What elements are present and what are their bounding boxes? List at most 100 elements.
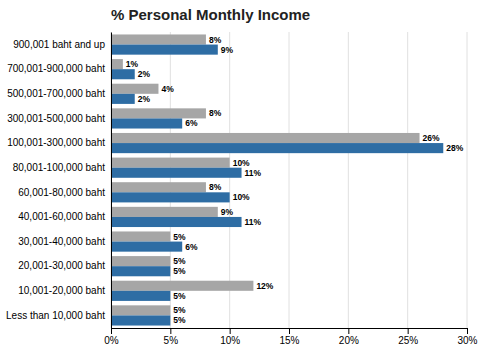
x-tick-label: 15% bbox=[279, 335, 299, 346]
bar bbox=[111, 133, 420, 143]
bar bbox=[111, 59, 123, 69]
y-tick-label: 30,001-40,000 baht bbox=[18, 236, 105, 247]
y-tick-label: 60,001-80,000 baht bbox=[18, 187, 105, 198]
y-tick: 300,001-500,000 baht bbox=[7, 113, 111, 124]
data-label: 10% bbox=[233, 192, 250, 202]
data-label: 5% bbox=[173, 305, 186, 315]
bar bbox=[111, 305, 170, 315]
bar bbox=[111, 256, 170, 266]
x-tick-label: 30% bbox=[457, 335, 477, 346]
x-tick-label: 5% bbox=[164, 335, 179, 346]
y-axis: Less than 10,000 baht 10,001-20,000 baht 2… bbox=[6, 33, 111, 329]
bar bbox=[111, 143, 443, 153]
y-tick-label: 10,001-20,000 baht bbox=[18, 285, 105, 296]
data-label: 28% bbox=[446, 143, 463, 153]
x-tick-mark bbox=[111, 328, 112, 334]
bar bbox=[111, 231, 170, 241]
bar bbox=[111, 108, 206, 118]
bar bbox=[111, 45, 218, 55]
data-label: 4% bbox=[161, 84, 174, 94]
x-tick: 0% bbox=[104, 328, 119, 346]
grid-line bbox=[348, 32, 349, 328]
data-label: 5% bbox=[173, 256, 186, 266]
x-tick: 25% bbox=[398, 328, 418, 346]
bar bbox=[111, 118, 182, 128]
plot: 5%12%5%5%9%8%10%26%8%4%1%8%5%5%5%6%11%10… bbox=[6, 32, 478, 346]
y-tick-label: 900,001 baht and up bbox=[13, 39, 105, 50]
y-tick: Less than 10,000 baht bbox=[6, 310, 111, 321]
y-tick-label: 100,001-300,000 baht bbox=[7, 137, 105, 148]
data-label: 5% bbox=[173, 232, 186, 242]
y-tick: 80,001-100,000 baht bbox=[13, 162, 111, 173]
y-tick-label: 80,001-100,000 baht bbox=[13, 162, 106, 173]
data-label: 5% bbox=[173, 266, 186, 276]
y-axis-line bbox=[111, 33, 112, 329]
y-tick-label: 40,001-60,000 baht bbox=[18, 211, 105, 222]
grid-line bbox=[289, 32, 290, 328]
y-tick: 60,001-80,000 baht bbox=[18, 187, 111, 198]
y-tick: 500,001-700,000 baht bbox=[7, 88, 111, 99]
x-axis-line bbox=[112, 329, 468, 335]
y-tick: 40,001-60,000 baht bbox=[18, 211, 111, 222]
chart: % Personal Monthly Income5%12%5%5%9%8%10… bbox=[0, 0, 497, 352]
bar bbox=[111, 69, 135, 79]
x-tick-label: 25% bbox=[398, 335, 418, 346]
bars bbox=[111, 34, 443, 325]
y-tick-label: 300,001-500,000 baht bbox=[7, 113, 105, 124]
y-tick: 10,001-20,000 baht bbox=[18, 285, 111, 296]
x-tick: 10% bbox=[220, 328, 240, 346]
data-label: 8% bbox=[209, 35, 222, 45]
bar bbox=[111, 266, 170, 276]
data-label: 8% bbox=[209, 182, 222, 192]
y-tick-label: 500,001-700,000 baht bbox=[7, 88, 105, 99]
bar bbox=[111, 182, 206, 192]
bar bbox=[111, 192, 230, 202]
data-label: 11% bbox=[245, 168, 262, 178]
x-tick-label: 20% bbox=[339, 335, 359, 346]
bar bbox=[111, 242, 182, 252]
y-tick-label: 20,001-30,000 baht bbox=[18, 260, 105, 271]
x-tick: 15% bbox=[279, 328, 299, 346]
grid-line bbox=[407, 32, 408, 328]
bar bbox=[111, 34, 206, 44]
y-tick-label: Less than 10,000 baht bbox=[6, 310, 105, 321]
data-label: 10% bbox=[233, 158, 250, 168]
x-tick-label: 0% bbox=[104, 335, 119, 346]
data-label: 11% bbox=[245, 217, 262, 227]
x-tick-mark bbox=[408, 328, 409, 334]
data-label: 6% bbox=[185, 118, 198, 128]
x-tick-label: 10% bbox=[220, 335, 240, 346]
y-tick: 700,001-900,000 baht bbox=[7, 63, 111, 74]
data-label: 5% bbox=[173, 291, 186, 301]
bar bbox=[111, 217, 242, 227]
data-labels: 5%12%5%5%9%8%10%26%8%4%1%8%5%5%5%6%11%10… bbox=[126, 35, 464, 326]
data-label: 9% bbox=[221, 207, 234, 217]
y-tick-label: 700,001-900,000 baht bbox=[7, 63, 105, 74]
bar bbox=[111, 291, 170, 301]
bar bbox=[111, 94, 135, 104]
data-label: 1% bbox=[126, 59, 139, 69]
bar bbox=[111, 207, 218, 217]
data-label: 12% bbox=[256, 281, 273, 291]
data-label: 2% bbox=[138, 94, 151, 104]
x-tick-mark bbox=[467, 328, 468, 334]
y-tick: 900,001 baht and up bbox=[13, 39, 111, 50]
x-tick-mark bbox=[230, 328, 231, 334]
y-tick: 20,001-30,000 baht bbox=[18, 260, 111, 271]
data-label: 2% bbox=[138, 69, 151, 79]
x-tick: 30% bbox=[457, 328, 477, 346]
x-tick-mark bbox=[170, 328, 171, 334]
data-label: 6% bbox=[185, 242, 198, 252]
data-label: 9% bbox=[221, 45, 234, 55]
bar bbox=[111, 168, 242, 178]
bar bbox=[111, 84, 158, 94]
title: % Personal Monthly Income bbox=[111, 6, 310, 23]
bar bbox=[111, 315, 170, 325]
bar bbox=[111, 281, 253, 291]
y-tick: 100,001-300,000 baht bbox=[7, 137, 111, 148]
data-label: 8% bbox=[209, 108, 222, 118]
x-tick-mark bbox=[289, 328, 290, 334]
x-axis: 0% 5% 10% 15% 20% 25% 30% bbox=[104, 328, 477, 346]
x-tick-mark bbox=[348, 328, 349, 334]
x-tick: 5% bbox=[164, 328, 179, 346]
